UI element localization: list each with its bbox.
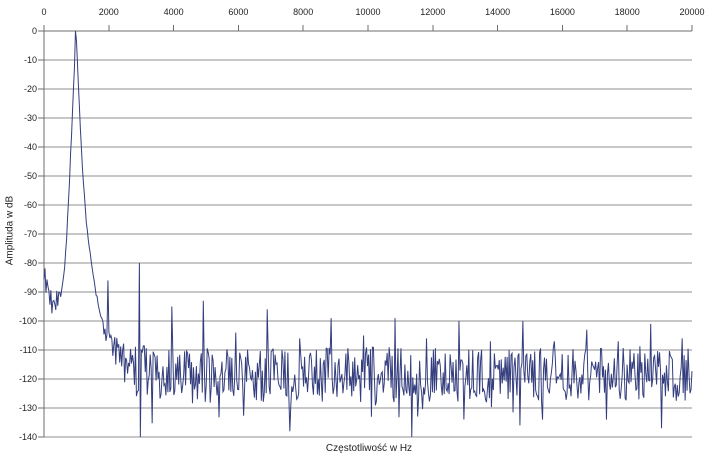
x-tick-label: 8000 [293,7,314,17]
x-tick-label: 10000 [355,7,381,17]
x-tick-label: 0 [41,7,47,17]
x-tick-label: 18000 [614,7,640,17]
y-tick-label: -60 [23,200,37,210]
y-tick-label: -10 [23,55,37,65]
x-tick-label: 6000 [228,7,249,17]
y-tick-label: -120 [18,374,37,384]
x-tick-label: 20000 [679,7,705,17]
y-tick-label: -90 [23,287,37,297]
y-tick-label: 0 [31,26,37,36]
y-axis-title: Amplituda w dB [4,195,16,266]
y-tick-label: -110 [19,345,37,355]
x-tick-label: 16000 [549,7,575,17]
x-tick-label: 2000 [98,7,119,17]
y-tick-label: -100 [18,316,37,326]
y-tick-label: -70 [23,229,37,239]
x-tick-label: 12000 [420,7,446,17]
y-tick-label: -50 [23,171,37,181]
y-tick-label: -30 [23,113,37,123]
x-axis-title: Częstotliwość w Hz [325,443,413,454]
y-tick-label: -130 [18,403,37,413]
y-tick-label: -80 [23,258,37,268]
x-tick-label: 4000 [163,7,184,17]
y-tick-label: -20 [23,84,37,94]
x-tick-label: 14000 [485,7,511,17]
y-tick-label: -140 [18,432,37,442]
spectrum-trace [43,30,693,438]
y-tick-label: -40 [23,142,37,152]
